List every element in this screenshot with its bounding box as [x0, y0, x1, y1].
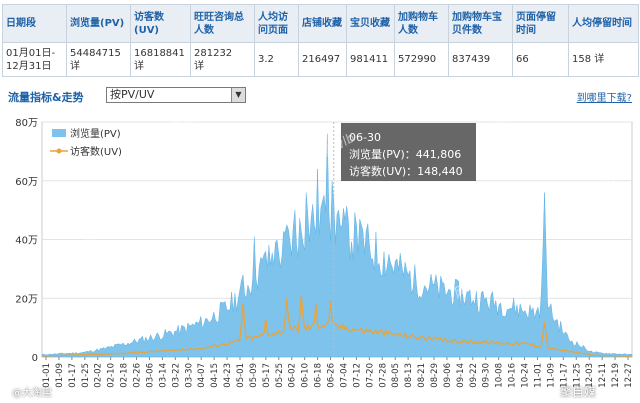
ww-detail-link[interactable]: 详	[194, 60, 204, 72]
cell-cart-people: 572990	[394, 42, 449, 77]
cell-shop-fav: 216497	[298, 42, 347, 77]
x-tick-label: 07-04	[339, 363, 349, 388]
x-tick-label: 01-09	[55, 363, 65, 388]
x-tick-label: 12-19	[611, 363, 621, 388]
footer-source: @大淘宝	[12, 388, 52, 399]
cell-ww: 281232 详	[190, 42, 255, 77]
x-tick-label: 01-17	[68, 363, 78, 388]
cell-avg-stay[interactable]: 158 详	[568, 42, 639, 77]
cell-stay: 66	[512, 42, 569, 77]
x-tick-label: 02-10	[107, 363, 117, 388]
x-tick-label: 08-21	[417, 363, 427, 388]
tooltip-pv: 浏览量(PV)：441,806	[349, 148, 462, 161]
x-tick-label: 09-30	[482, 363, 492, 388]
y-tick-label: 20万	[15, 294, 38, 305]
x-tick-label: 02-18	[120, 363, 130, 388]
x-tick-label: 04-07	[197, 363, 207, 388]
x-tick-label: 02-26	[133, 363, 143, 388]
x-tick-label: 12-11	[598, 363, 608, 388]
y-tick-label: 0	[32, 353, 38, 364]
x-tick-label: 11-01	[533, 363, 543, 388]
x-tick-label: 04-23	[223, 363, 233, 388]
header-ww: 旺旺咨询总人数	[190, 4, 255, 43]
pv-area-series	[41, 133, 633, 358]
x-tick-label: 05-17	[262, 363, 272, 388]
x-tick-label: 10-24	[521, 363, 531, 388]
x-tick-label: 09-14	[456, 363, 466, 388]
legend-uv-marker	[56, 148, 62, 154]
summary-data-row: 01月01日- 12月31日 54484715 详 16818841 详 281232…	[2, 42, 639, 77]
legend-pv-label: 浏览量(PV)	[70, 127, 121, 140]
x-tick-label: 01-25	[81, 363, 91, 388]
y-tick-label: 60万	[15, 177, 38, 188]
summary-table: 日期段 浏览量(PV) 访客数(UV) 旺旺咨询总人数 人均访问页面 店铺收藏 …	[2, 4, 639, 77]
x-tick-label: 07-20	[365, 363, 375, 388]
uv-detail-link[interactable]: 详	[134, 60, 144, 72]
summary-header-row: 日期段 浏览量(PV) 访客数(UV) 旺旺咨询总人数 人均访问页面 店铺收藏 …	[2, 4, 639, 43]
tooltip-date: 06-30	[349, 131, 381, 144]
x-tick-label: 06-18	[314, 363, 324, 388]
x-tick-label: 05-09	[249, 363, 259, 388]
x-tick-label: 06-26	[327, 363, 337, 388]
x-tick-label: 10-16	[508, 363, 518, 388]
metric-select-value: 按PV/UV	[110, 88, 155, 101]
header-stay: 页面停留时间	[512, 4, 569, 43]
download-link[interactable]: 到哪里下载?	[576, 93, 632, 104]
legend-uv-label: 访客数(UV)	[70, 145, 122, 158]
header-avg-stay: 人均停留时间	[568, 4, 639, 43]
x-tick-label: 05-25	[275, 363, 285, 388]
y-tick-label: 40万	[15, 236, 38, 247]
x-tick-label: 03-22	[171, 363, 181, 388]
cell-pv: 54484715 详	[66, 42, 131, 77]
cell-item-fav: 981411	[346, 42, 395, 77]
uv-line-series	[41, 295, 633, 357]
x-tick-label: 03-30	[184, 363, 194, 388]
x-tick-label: 04-15	[210, 363, 220, 388]
chart-tooltip: 06-30 浏览量(PV)：441,806 访客数(UV)：148,440	[341, 123, 476, 181]
cell-avg-pages: 3.2	[254, 42, 299, 77]
x-tick-label: 08-13	[404, 363, 414, 388]
header-cart-items: 加购物车宝贝件数	[448, 4, 513, 43]
x-tick-label: 08-29	[430, 363, 440, 388]
x-tick-label: 11-09	[546, 363, 556, 388]
cell-uv: 16818841 详	[130, 42, 191, 77]
x-tick-label: 03-06	[145, 363, 155, 388]
header-pv: 浏览量(PV)	[66, 4, 131, 43]
y-tick-label: 80万	[15, 118, 38, 129]
header-cart-people: 加购物车人数	[394, 4, 449, 43]
metric-select[interactable]: 按PV/UV ▼	[106, 87, 246, 103]
x-tick-label: 09-22	[469, 363, 479, 388]
x-tick-label: 06-10	[301, 363, 311, 388]
cell-cart-items: 837439	[448, 42, 513, 77]
footer-logo: 聚自媒	[560, 385, 597, 399]
x-tick-label: 06-02	[288, 363, 298, 388]
x-tick-label: 11-17	[559, 363, 569, 388]
x-tick-label: 03-14	[158, 363, 168, 388]
x-tick-label: 08-05	[391, 363, 401, 388]
x-tick-label: 05-01	[236, 363, 246, 388]
pv-detail-link[interactable]: 详	[70, 60, 80, 72]
x-tick-label: 12-27	[624, 363, 634, 388]
header-shop-fav: 店铺收藏	[298, 4, 347, 43]
chart-controls: 流量指标&走势 按PV/UV ▼ 到哪里下载?	[6, 86, 636, 106]
header-avg-pages: 人均访问页面	[254, 4, 299, 43]
x-tick-label: 10-08	[495, 363, 505, 388]
header-date: 日期段	[2, 4, 67, 43]
x-tick-label: 01-01	[42, 363, 52, 388]
header-uv: 访客数(UV)	[130, 4, 191, 43]
x-tick-label: 07-28	[378, 363, 388, 388]
section-title: 流量指标&走势	[8, 91, 84, 104]
header-item-fav: 宝贝收藏	[346, 4, 395, 43]
cell-date: 01月01日- 12月31日	[2, 42, 67, 77]
tooltip-uv: 访客数(UV)：148,440	[349, 165, 463, 178]
x-tick-label: 02-02	[94, 363, 104, 388]
x-tick-label: 09-06	[443, 363, 453, 388]
legend-pv-swatch	[52, 129, 66, 137]
x-tick-label: 12-03	[585, 363, 595, 388]
x-tick-label: 11-25	[572, 363, 582, 388]
x-tick-label: 07-12	[352, 363, 362, 388]
chevron-down-icon[interactable]: ▼	[231, 88, 245, 102]
